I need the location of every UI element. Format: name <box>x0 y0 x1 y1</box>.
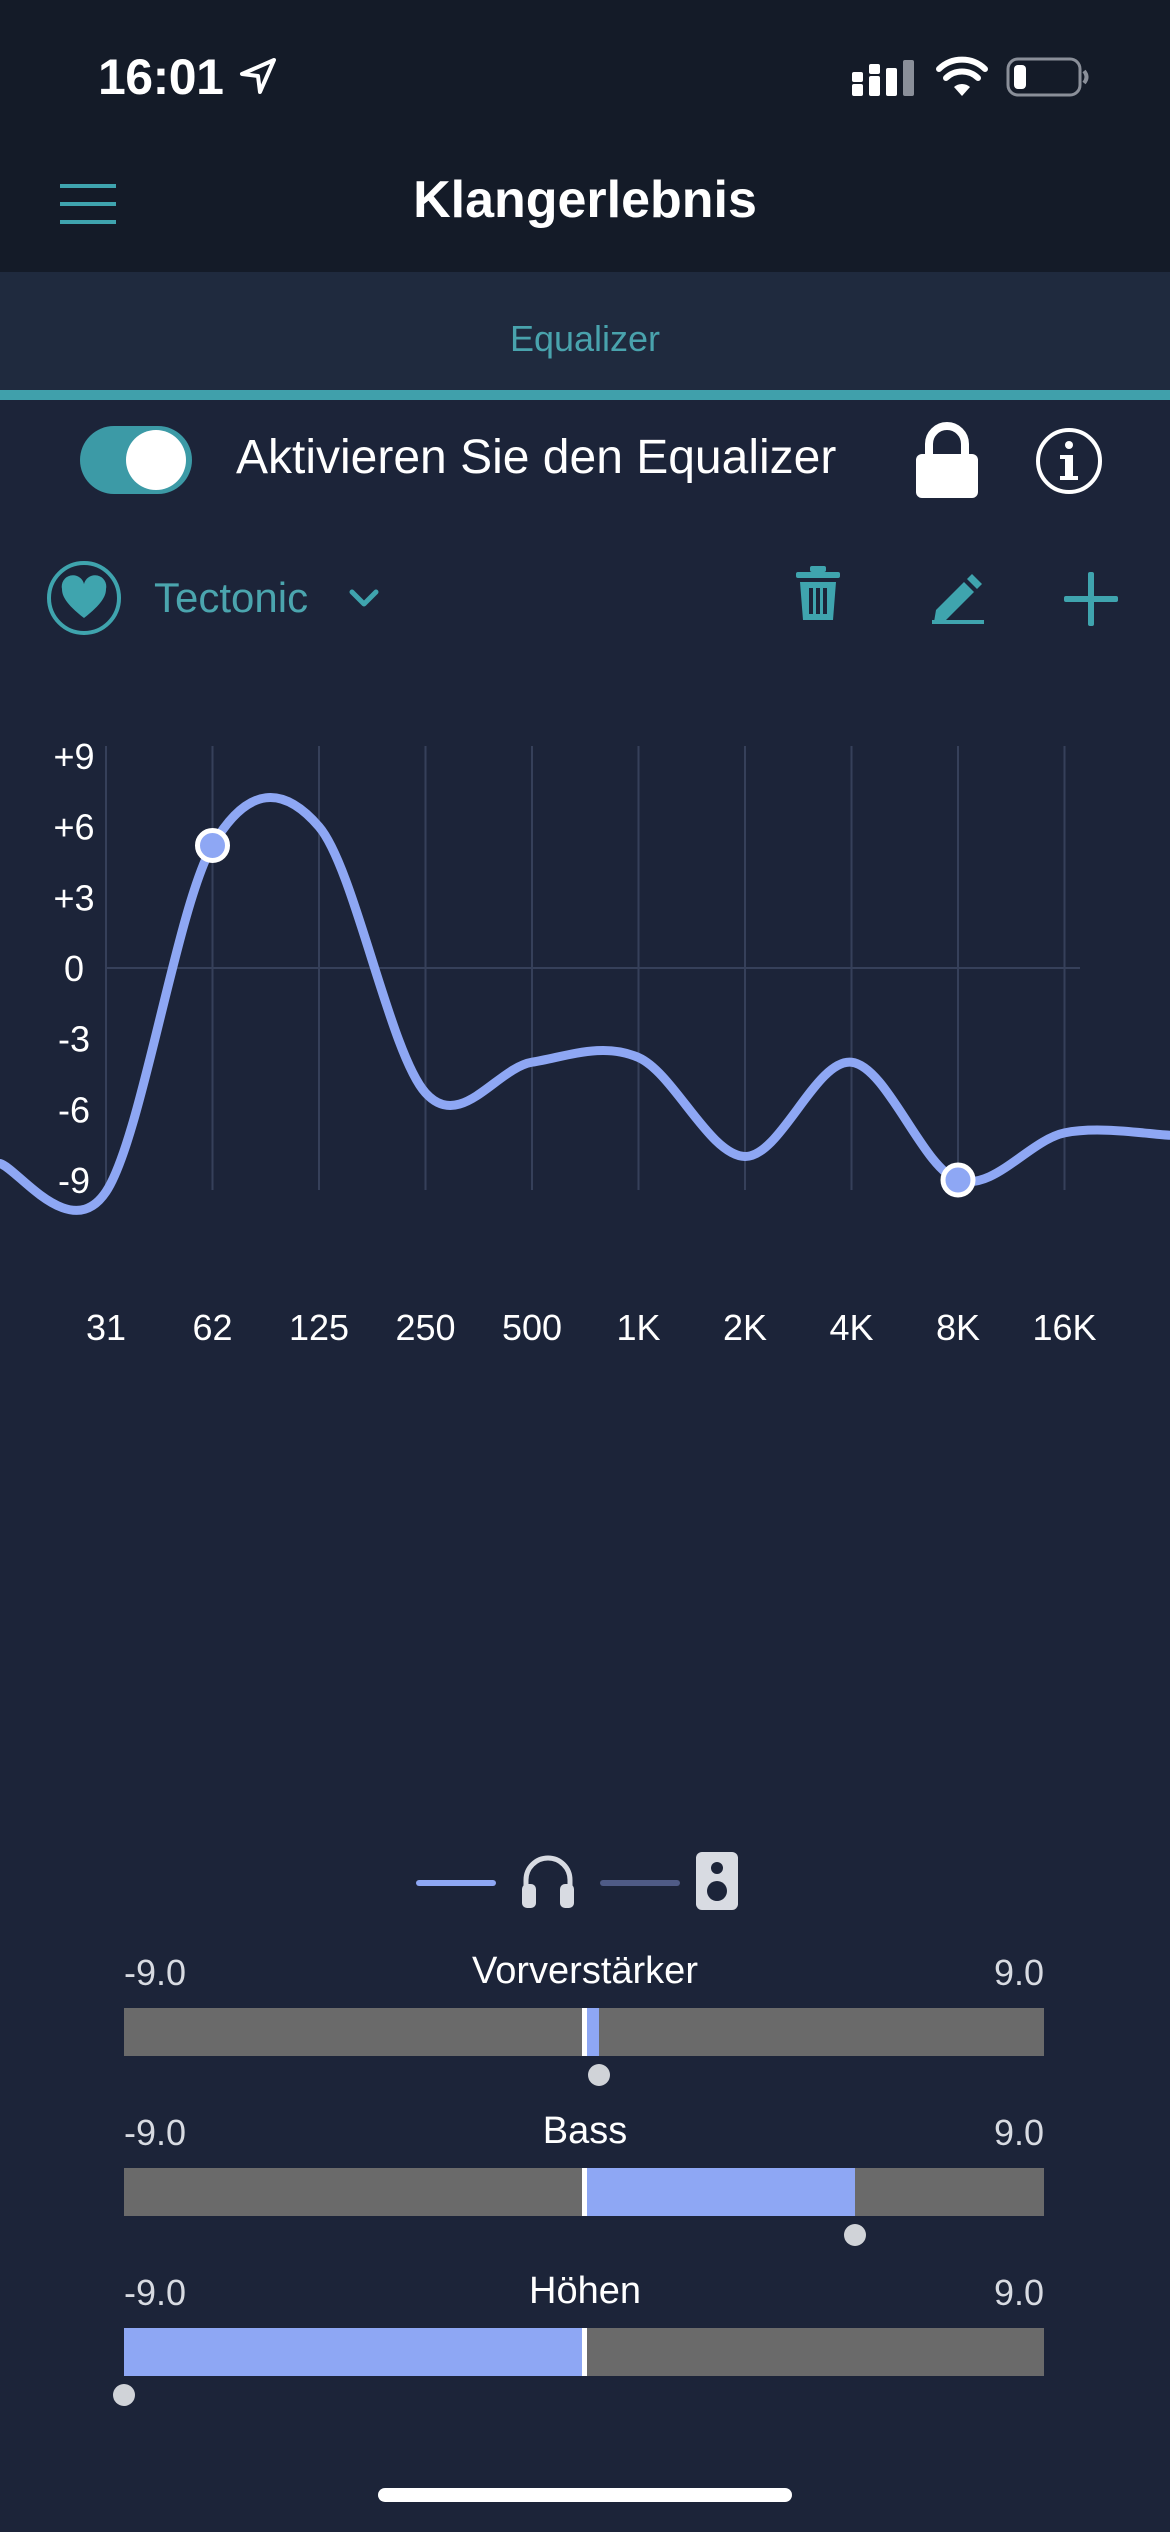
legend-headphones-line <box>416 1880 496 1886</box>
y-tick-label: +3 <box>53 877 94 918</box>
trash-icon[interactable] <box>796 566 840 622</box>
headphones-icon[interactable] <box>518 1850 578 1910</box>
slider-center-mark <box>582 2328 587 2376</box>
preamp-slider[interactable] <box>124 2008 1044 2056</box>
info-icon[interactable] <box>1034 426 1104 496</box>
cellular-signal-icon <box>852 60 914 96</box>
tab-active-indicator <box>0 390 1170 400</box>
y-tick-label: -3 <box>58 1019 90 1060</box>
y-tick-label: +6 <box>53 807 94 848</box>
lock-icon[interactable] <box>912 420 982 500</box>
chart-grid <box>105 746 1080 1190</box>
page-title: Klangerlebnis <box>413 171 757 229</box>
equalizer-toggle-label: Aktivieren Sie den Equalizer <box>236 431 837 484</box>
x-tick-label: 16K <box>1032 1307 1096 1348</box>
x-tick-label: 250 <box>395 1307 455 1348</box>
slider-center-mark <box>582 2008 587 2056</box>
x-tick-label: 8K <box>936 1307 980 1348</box>
treble-title: Höhen <box>529 2270 641 2312</box>
slider-fill <box>584 2168 855 2216</box>
y-tick-label: 0 <box>64 948 84 989</box>
add-preset-icon[interactable] <box>1062 570 1120 628</box>
x-tick-label: 2K <box>723 1307 767 1348</box>
x-tick-label: 4K <box>829 1307 873 1348</box>
slider-center-mark <box>582 2168 587 2216</box>
equalizer-curve <box>0 793 1170 1215</box>
bass-max-label: 9.0 <box>993 2112 1044 2153</box>
preamp-slider-handle[interactable] <box>588 2064 611 2086</box>
speaker-icon[interactable] <box>694 1850 740 1912</box>
treble-min-label: -9.0 <box>124 2272 187 2313</box>
battery-icon <box>1006 57 1089 97</box>
x-axis: 31 62 125 250 500 1K 2K 4K 8K 16K <box>86 1307 1097 1348</box>
curve-points[interactable] <box>195 828 976 1198</box>
preset-name[interactable]: Tectonic <box>154 574 309 621</box>
home-indicator <box>378 2488 792 2502</box>
status-time: 16:01 <box>98 49 224 105</box>
x-tick-label: 62 <box>192 1307 232 1348</box>
slider-fill <box>584 2008 600 2056</box>
bass-slider[interactable] <box>124 2168 1044 2216</box>
y-tick-label: -9 <box>58 1160 90 1201</box>
curve-control-point[interactable] <box>195 828 230 864</box>
treble-max-label: 9.0 <box>993 2272 1044 2313</box>
favorite-heart-icon[interactable] <box>46 560 122 636</box>
location-arrow-icon <box>240 58 276 94</box>
curve-control-point[interactable] <box>940 1162 976 1198</box>
tab-bar <box>0 272 1170 392</box>
x-tick-label: 500 <box>502 1307 562 1348</box>
equalizer-chart[interactable]: +9 +6 +3 0 -3 -6 -9 31 62 125 250 500 1K 2K 4K 8K 16K <box>0 720 1170 1720</box>
top-bar <box>0 0 1170 272</box>
wifi-icon <box>936 56 988 96</box>
chevron-down-icon[interactable] <box>346 584 382 612</box>
tab-equalizer[interactable]: Equalizer <box>509 318 661 359</box>
bass-title: Bass <box>542 2110 628 2152</box>
x-tick-label: 1K <box>616 1307 660 1348</box>
treble-slider-handle[interactable] <box>113 2384 135 2406</box>
bass-min-label: -9.0 <box>124 2112 187 2153</box>
y-axis: +9 +6 +3 0 -3 -6 -9 <box>53 736 94 1201</box>
edit-pencil-icon[interactable] <box>928 570 988 624</box>
bass-slider-handle[interactable] <box>843 2224 866 2246</box>
y-tick-label: +9 <box>53 736 94 777</box>
preamp-min-label: -9.0 <box>124 1952 187 1993</box>
slider-fill <box>124 2328 584 2376</box>
preamp-max-label: 9.0 <box>993 1952 1044 1993</box>
legend-speaker-line <box>600 1880 680 1886</box>
preamp-title: Vorverstärker <box>472 1950 698 1992</box>
x-tick-label: 125 <box>289 1307 349 1348</box>
y-tick-label: -6 <box>58 1089 90 1130</box>
toggle-knob <box>126 430 186 490</box>
hamburger-menu-icon[interactable] <box>60 182 116 226</box>
x-tick-label: 31 <box>86 1307 126 1348</box>
treble-slider[interactable] <box>124 2328 1044 2376</box>
